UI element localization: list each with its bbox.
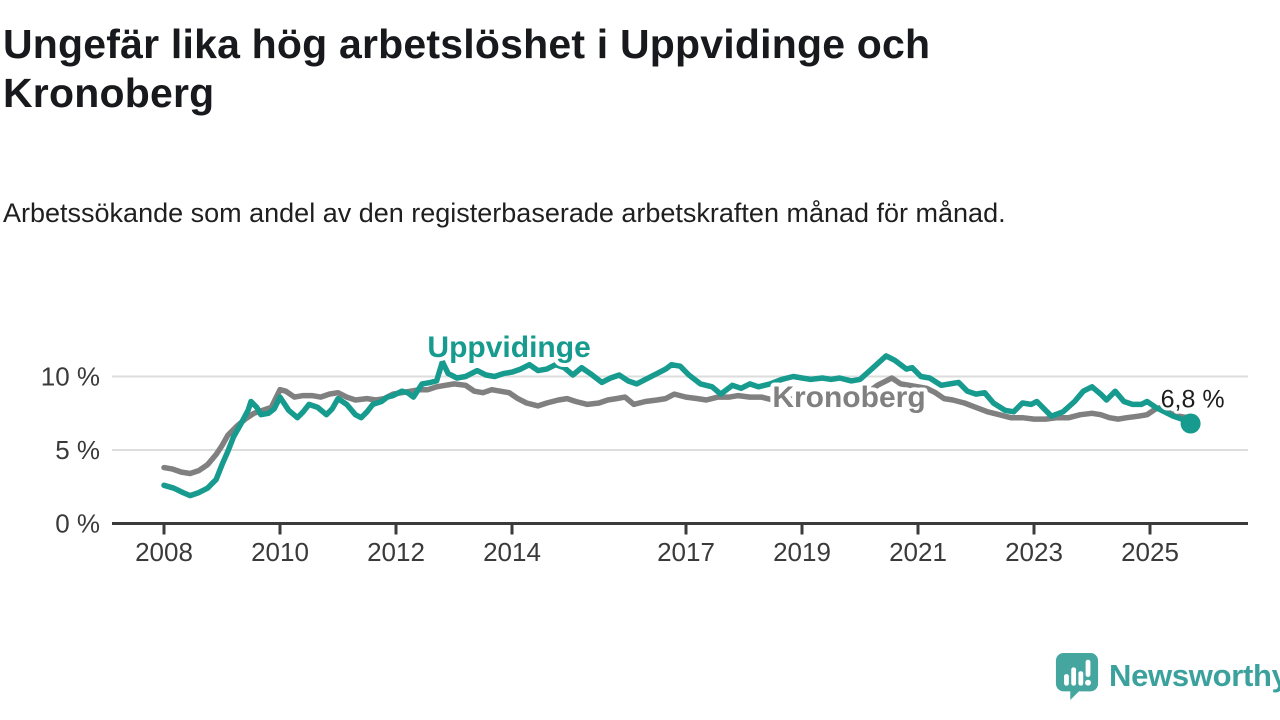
latest-value-dot [1180, 413, 1201, 434]
chart-title: Ungefär lika hög arbetslöshet i Uppvidin… [3, 21, 931, 117]
x-tick-label: 2023 [1005, 537, 1063, 567]
newsworthy-logo-icon [1055, 653, 1099, 700]
x-tick-label: 2008 [135, 537, 193, 567]
x-tick-label: 2017 [657, 537, 715, 567]
chart-subtitle: Arbetssökande som andel av den registerb… [3, 198, 1006, 228]
uppvidinge-line [161, 353, 1194, 499]
latest-value-label: 6,8 % [1161, 386, 1225, 414]
y-tick-label: 10 % [41, 362, 100, 392]
kronoberg-line [161, 375, 1191, 477]
x-tick-label: 2012 [367, 537, 425, 567]
newsworthy-logo-text: Newsworthy [1109, 658, 1280, 693]
kronoberg-series-label: Kronoberg [772, 381, 925, 414]
newsworthy-logo: Newsworthy [1054, 650, 1280, 702]
x-tick-label: 2010 [251, 537, 309, 567]
x-tick-label: 2019 [773, 537, 831, 567]
y-tick-label: 0 % [55, 509, 100, 539]
x-tick-label: 2014 [483, 537, 541, 567]
x-tick-label: 2021 [889, 537, 947, 567]
y-tick-label: 5 % [55, 435, 100, 465]
uppvidinge-series-label: Uppvidinge [427, 331, 590, 364]
x-tick-label: 2025 [1121, 537, 1179, 567]
